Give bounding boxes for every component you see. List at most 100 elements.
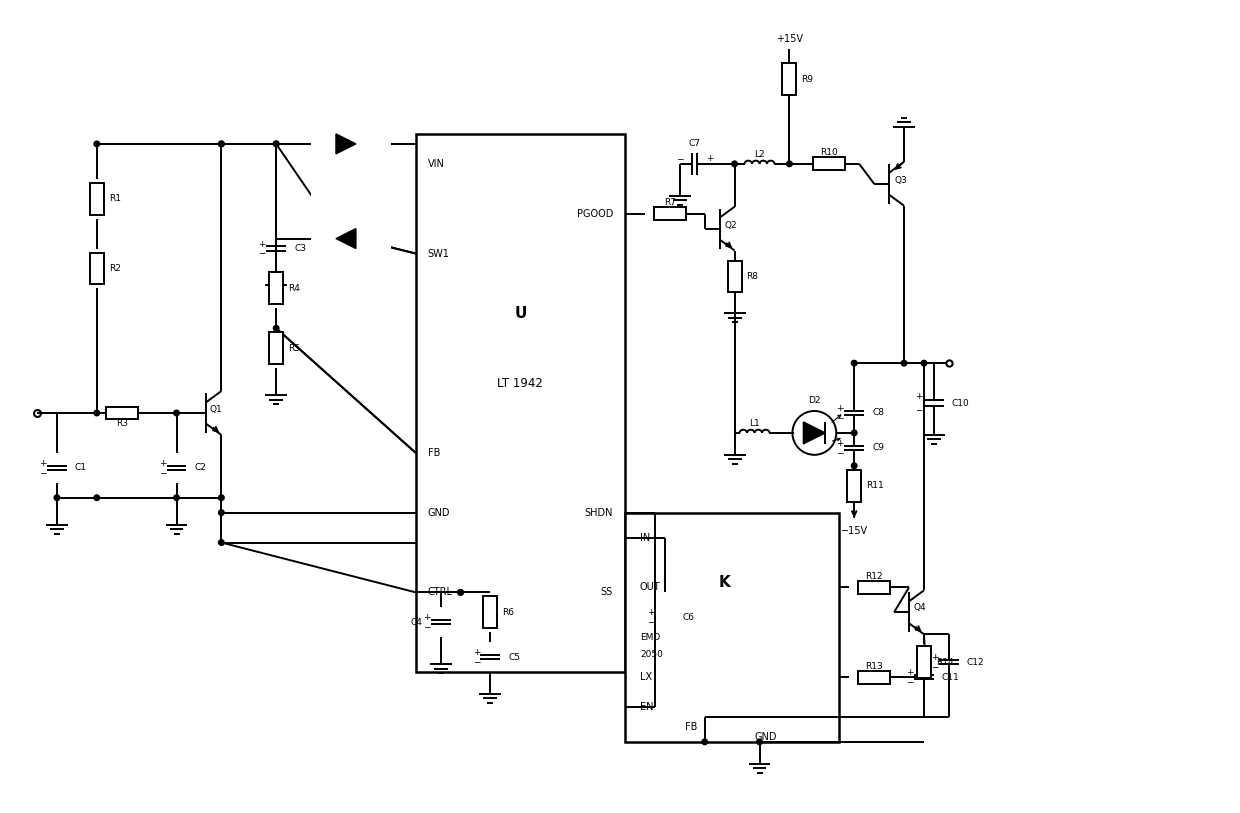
Text: −: − <box>159 467 166 476</box>
Text: −: − <box>906 677 914 686</box>
Bar <box>415 134 625 672</box>
Circle shape <box>218 141 224 146</box>
Text: R8: R8 <box>746 272 759 281</box>
Text: +: + <box>906 668 914 677</box>
Text: C7: C7 <box>688 139 701 149</box>
Text: SW1: SW1 <box>428 249 450 259</box>
Text: +: + <box>706 154 713 163</box>
Text: +: + <box>837 404 844 413</box>
Text: C5: C5 <box>508 653 521 662</box>
Text: Q2: Q2 <box>724 221 738 230</box>
Bar <box>89 183 104 215</box>
Circle shape <box>273 325 279 331</box>
Text: C3: C3 <box>294 244 306 253</box>
Bar <box>858 581 890 593</box>
Text: +: + <box>423 613 430 622</box>
Bar <box>89 253 104 285</box>
Text: PGOOD: PGOOD <box>577 209 613 219</box>
Circle shape <box>458 589 464 595</box>
Bar <box>311 104 391 284</box>
Bar <box>858 671 890 684</box>
Text: −: − <box>258 249 265 258</box>
Text: R9: R9 <box>801 75 813 84</box>
Text: EMD: EMD <box>640 633 660 641</box>
Circle shape <box>55 495 60 501</box>
Text: Q3: Q3 <box>894 176 906 185</box>
Text: +: + <box>159 459 166 467</box>
Text: C4: C4 <box>410 618 423 627</box>
Text: D1: D1 <box>363 150 376 159</box>
Text: +: + <box>40 459 47 467</box>
Text: R10: R10 <box>821 148 838 158</box>
Text: R11: R11 <box>867 481 884 490</box>
Circle shape <box>273 141 279 146</box>
Bar <box>326 169 366 219</box>
Text: C1: C1 <box>74 463 87 472</box>
Circle shape <box>458 589 464 595</box>
Text: R7: R7 <box>663 198 676 207</box>
Text: R2: R2 <box>109 264 120 273</box>
Polygon shape <box>336 184 356 204</box>
Circle shape <box>218 510 224 515</box>
Text: OUT: OUT <box>640 582 661 593</box>
Text: C9: C9 <box>872 443 884 452</box>
Circle shape <box>174 411 180 415</box>
Text: −: − <box>40 467 47 476</box>
Text: +: + <box>647 608 655 617</box>
Text: +: + <box>258 240 265 249</box>
Bar <box>847 470 861 502</box>
Text: −: − <box>915 406 923 415</box>
Text: LX: LX <box>640 672 652 682</box>
Circle shape <box>901 360 906 366</box>
Bar <box>269 333 283 364</box>
Text: R14: R14 <box>936 658 954 667</box>
Circle shape <box>702 739 708 745</box>
Text: R1: R1 <box>109 194 120 203</box>
Text: LT 1942: LT 1942 <box>497 376 543 389</box>
Text: U: U <box>515 306 527 321</box>
Bar <box>105 406 138 420</box>
Text: −: − <box>472 657 480 666</box>
Bar <box>813 158 846 170</box>
Bar <box>653 207 686 220</box>
Circle shape <box>852 430 857 436</box>
Polygon shape <box>804 422 826 444</box>
Text: IN: IN <box>640 533 650 542</box>
Circle shape <box>852 360 857 366</box>
Text: L1: L1 <box>749 420 760 428</box>
Text: C12: C12 <box>967 658 985 667</box>
Text: C10: C10 <box>952 398 970 407</box>
Text: SHDN: SHDN <box>584 507 613 518</box>
Circle shape <box>94 495 99 501</box>
Text: Q1: Q1 <box>210 406 222 415</box>
Circle shape <box>273 141 279 146</box>
Circle shape <box>852 463 857 468</box>
Polygon shape <box>336 184 356 204</box>
Polygon shape <box>337 145 355 163</box>
Text: −15V: −15V <box>841 525 868 536</box>
Text: −: − <box>676 154 683 163</box>
Bar <box>625 513 839 741</box>
Text: C8: C8 <box>872 408 884 418</box>
Text: EN: EN <box>640 702 653 712</box>
Text: 2050: 2050 <box>640 650 663 659</box>
Circle shape <box>921 360 926 366</box>
Bar <box>728 260 742 293</box>
Text: +: + <box>931 653 939 662</box>
Circle shape <box>218 540 224 546</box>
Bar <box>321 119 371 169</box>
Text: +: + <box>837 439 844 448</box>
Text: FB: FB <box>428 448 440 458</box>
Bar <box>269 272 283 304</box>
Circle shape <box>756 739 763 745</box>
Text: VIN: VIN <box>428 159 444 169</box>
Polygon shape <box>336 228 356 249</box>
Circle shape <box>218 495 224 501</box>
Bar <box>918 646 931 678</box>
Text: +: + <box>915 392 923 401</box>
Text: FB: FB <box>684 722 697 732</box>
Text: D2: D2 <box>808 395 821 405</box>
Text: Q4: Q4 <box>914 602 926 612</box>
Circle shape <box>732 161 738 167</box>
Text: GND: GND <box>754 732 777 742</box>
